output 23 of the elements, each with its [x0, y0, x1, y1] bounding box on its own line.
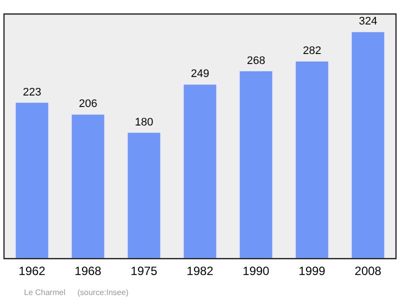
x-tick-label: 1962	[18, 264, 46, 278]
data-label: 223	[22, 86, 42, 98]
x-tick-label: 1975	[130, 264, 158, 278]
data-label: 324	[358, 16, 378, 28]
bar	[16, 102, 48, 259]
x-tick-label: 1990	[242, 264, 270, 278]
data-label: 180	[134, 116, 154, 128]
x-tick-label: 2008	[354, 264, 382, 278]
bar	[184, 84, 216, 259]
data-label: 282	[302, 45, 322, 58]
text: (source:Insee)	[77, 288, 129, 297]
x-tick-label: 1999	[298, 264, 326, 278]
bar	[296, 62, 328, 259]
x-tick-label: 1968	[74, 264, 102, 278]
bar	[240, 71, 272, 259]
bar	[72, 114, 104, 259]
data-label: 268	[246, 54, 266, 67]
text: Le Charmel	[24, 288, 66, 297]
x-tick-label: 1982	[186, 264, 214, 278]
data-label: 249	[190, 68, 210, 80]
bar	[128, 132, 160, 259]
data-label: 206	[78, 98, 98, 110]
bar	[352, 32, 384, 259]
